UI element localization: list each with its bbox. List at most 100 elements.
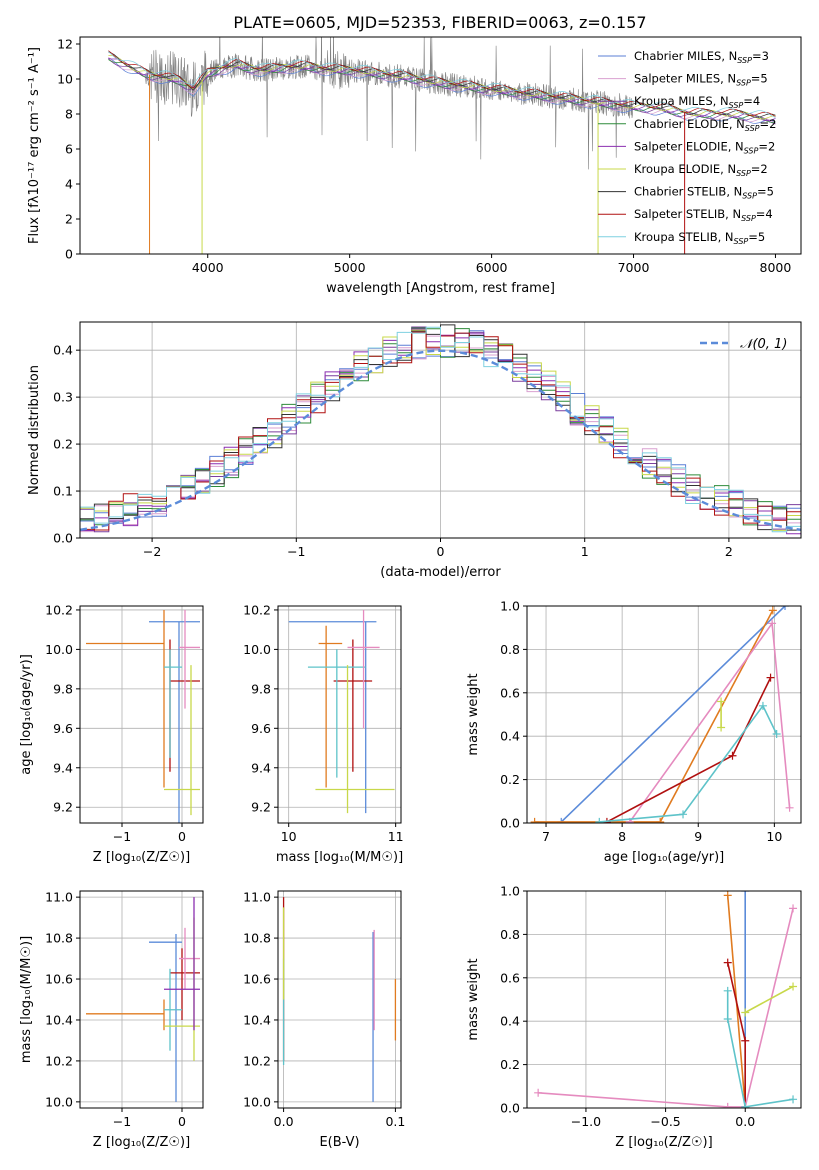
- model-spectrum-line: [108, 51, 776, 118]
- weight-point-marker: [789, 904, 798, 913]
- axes-frame: [277, 890, 402, 1109]
- plot-area: [80, 324, 801, 535]
- y-tick-label: 10.0: [45, 1094, 73, 1109]
- axes-frame: [79, 605, 204, 824]
- x-tick-label: 0.0: [735, 1114, 755, 1129]
- y-tick-label: 10.0: [45, 642, 73, 657]
- x-axis-label: E(B-V): [319, 1135, 359, 1150]
- x-axis-label: mass [log₁₀(M/M☉)]: [276, 850, 403, 865]
- weight-point-marker: [768, 606, 777, 615]
- weight-point-marker: [679, 810, 688, 819]
- x-tick-label: −2: [143, 544, 161, 559]
- x-tick-label: 7: [542, 829, 550, 844]
- y-tick-label: 0.2: [53, 437, 73, 452]
- plot-area: [530, 606, 794, 823]
- y-tick-label: 12: [57, 37, 73, 52]
- y-axis-label: Flux [fλ10⁻¹⁷ erg cm⁻² s⁻¹ A⁻¹]: [27, 47, 42, 244]
- x-tick-label: −0.5: [650, 1114, 680, 1129]
- y-tick-label: 0.4: [53, 343, 73, 358]
- y-tick-label: 10.4: [45, 1012, 73, 1027]
- y-tick-label: 10.6: [243, 972, 271, 987]
- y-tick-label: 10.8: [243, 931, 271, 946]
- weight-point-marker: [530, 817, 539, 823]
- y-tick-label: 10.0: [243, 1094, 271, 1109]
- y-tick-label: 0.8: [500, 642, 520, 657]
- y-tick-label: 10.2: [45, 602, 73, 617]
- gaussian-curve: [80, 349, 801, 531]
- legend-entry: 𝒩(0, 1): [740, 337, 787, 352]
- axes-frame: [79, 36, 802, 255]
- plot-area: [86, 897, 200, 1102]
- panel-spectrum: Chabrier MILES, NSSP=3 Salpeter MILES, NS…: [27, 36, 802, 296]
- panel-mass-vs-ebv: 0.0 0.1 10.0 10.2 10.4 10.6 10.8 11.0 E(B-V): [243, 890, 405, 1150]
- y-axis-label: Normed distribution: [27, 365, 42, 495]
- x-tick-label: 10: [281, 829, 297, 844]
- weight-series-line: [538, 908, 794, 1108]
- panel-mass-vs-Z: −1 0 10.0 10.2 10.4 10.6 10.8 11.0 Z [log₁₀(Z/Z☉…: [19, 890, 204, 1150]
- legend-entry: Kroupa ELODIE, NSSP=2: [634, 162, 768, 178]
- y-tick-label: 9.2: [251, 800, 271, 815]
- y-axis-label: mass weight: [466, 673, 481, 755]
- y-tick-label: 0.3: [53, 390, 73, 405]
- x-tick-label: 0: [178, 829, 186, 844]
- weight-point-marker: [766, 673, 775, 682]
- legend-entry: Chabrier MILES, NSSP=3: [634, 49, 769, 65]
- model-spectrum-line: [108, 50, 776, 117]
- legend-entry: Salpeter STELIB, NSSP=4: [634, 207, 773, 223]
- y-tick-label: 10.8: [45, 931, 73, 946]
- model-spectrum-line: [108, 57, 776, 124]
- axes-frame: [526, 605, 802, 824]
- y-tick-label: 10.6: [45, 972, 73, 987]
- y-tick-label: 2: [65, 212, 73, 227]
- x-tick-label: 4000: [192, 260, 224, 275]
- plot-area: [288, 609, 395, 814]
- weight-point-marker: [772, 730, 781, 739]
- plot-area: [534, 891, 798, 1108]
- weight-point-marker: [723, 1102, 732, 1108]
- x-axis-label: Z [log₁₀(Z/Z☉)]: [93, 850, 190, 865]
- x-axis-label: (data-model)/error: [380, 565, 501, 580]
- y-tick-label: 1.0: [500, 599, 520, 614]
- y-tick-label: 8: [65, 107, 73, 122]
- weight-point-marker: [534, 1088, 543, 1097]
- y-tick-label: 11.0: [243, 890, 271, 905]
- y-tick-label: 10.4: [243, 1012, 271, 1027]
- x-tick-label: 1: [581, 544, 589, 559]
- y-tick-label: 9.8: [53, 681, 73, 696]
- y-tick-label: 9.4: [53, 760, 73, 775]
- x-tick-label: 0: [437, 544, 445, 559]
- weight-point-marker: [728, 751, 737, 760]
- weight-point-marker: [758, 701, 767, 710]
- data-spectrum-line: [145, 37, 634, 170]
- y-tick-label: 0.2: [500, 772, 520, 787]
- plot-area: [86, 609, 200, 823]
- y-tick-label: 0.6: [500, 685, 520, 700]
- x-tick-label: 0: [178, 1114, 186, 1129]
- panels: Chabrier MILES, NSSP=3 Salpeter MILES, NS…: [19, 36, 802, 1150]
- y-tick-label: 4: [65, 177, 73, 192]
- y-tick-label: 9.6: [53, 721, 73, 736]
- panel-age-vs-mass: 10 11 9.2 9.4 9.6 9.8 10.0 10.2 mass [log₁₀(M/M☉…: [243, 602, 403, 865]
- x-tick-label: −1.0: [571, 1114, 601, 1129]
- weight-series-line: [560, 606, 786, 823]
- x-tick-label: 0.0: [274, 1114, 294, 1129]
- weight-point-marker: [741, 891, 750, 895]
- weight-point-marker: [741, 1036, 750, 1045]
- x-tick-label: 2: [725, 544, 733, 559]
- y-tick-label: 0.8: [500, 927, 520, 942]
- panel-weight-vs-age: 7 8 9 10 0.0 0.2 0.4 0.6 0.8 1.0 age [log₁₀(age/yr…: [466, 599, 802, 865]
- x-tick-label: 9: [694, 829, 702, 844]
- y-tick-label: 10.2: [243, 602, 271, 617]
- weight-point-marker: [781, 606, 790, 610]
- y-tick-label: 0.4: [500, 1014, 520, 1029]
- weight-point-marker: [723, 958, 732, 967]
- weight-point-marker: [789, 1095, 798, 1104]
- legend-entry: Salpeter MILES, NSSP=5: [634, 72, 768, 88]
- y-tick-label: 6: [65, 142, 73, 157]
- y-tick-label: 0.6: [500, 970, 520, 985]
- y-tick-label: 0.2: [500, 1057, 520, 1072]
- weight-point-marker: [717, 697, 726, 706]
- legend-entry: Salpeter ELODIE, NSSP=2: [634, 139, 775, 155]
